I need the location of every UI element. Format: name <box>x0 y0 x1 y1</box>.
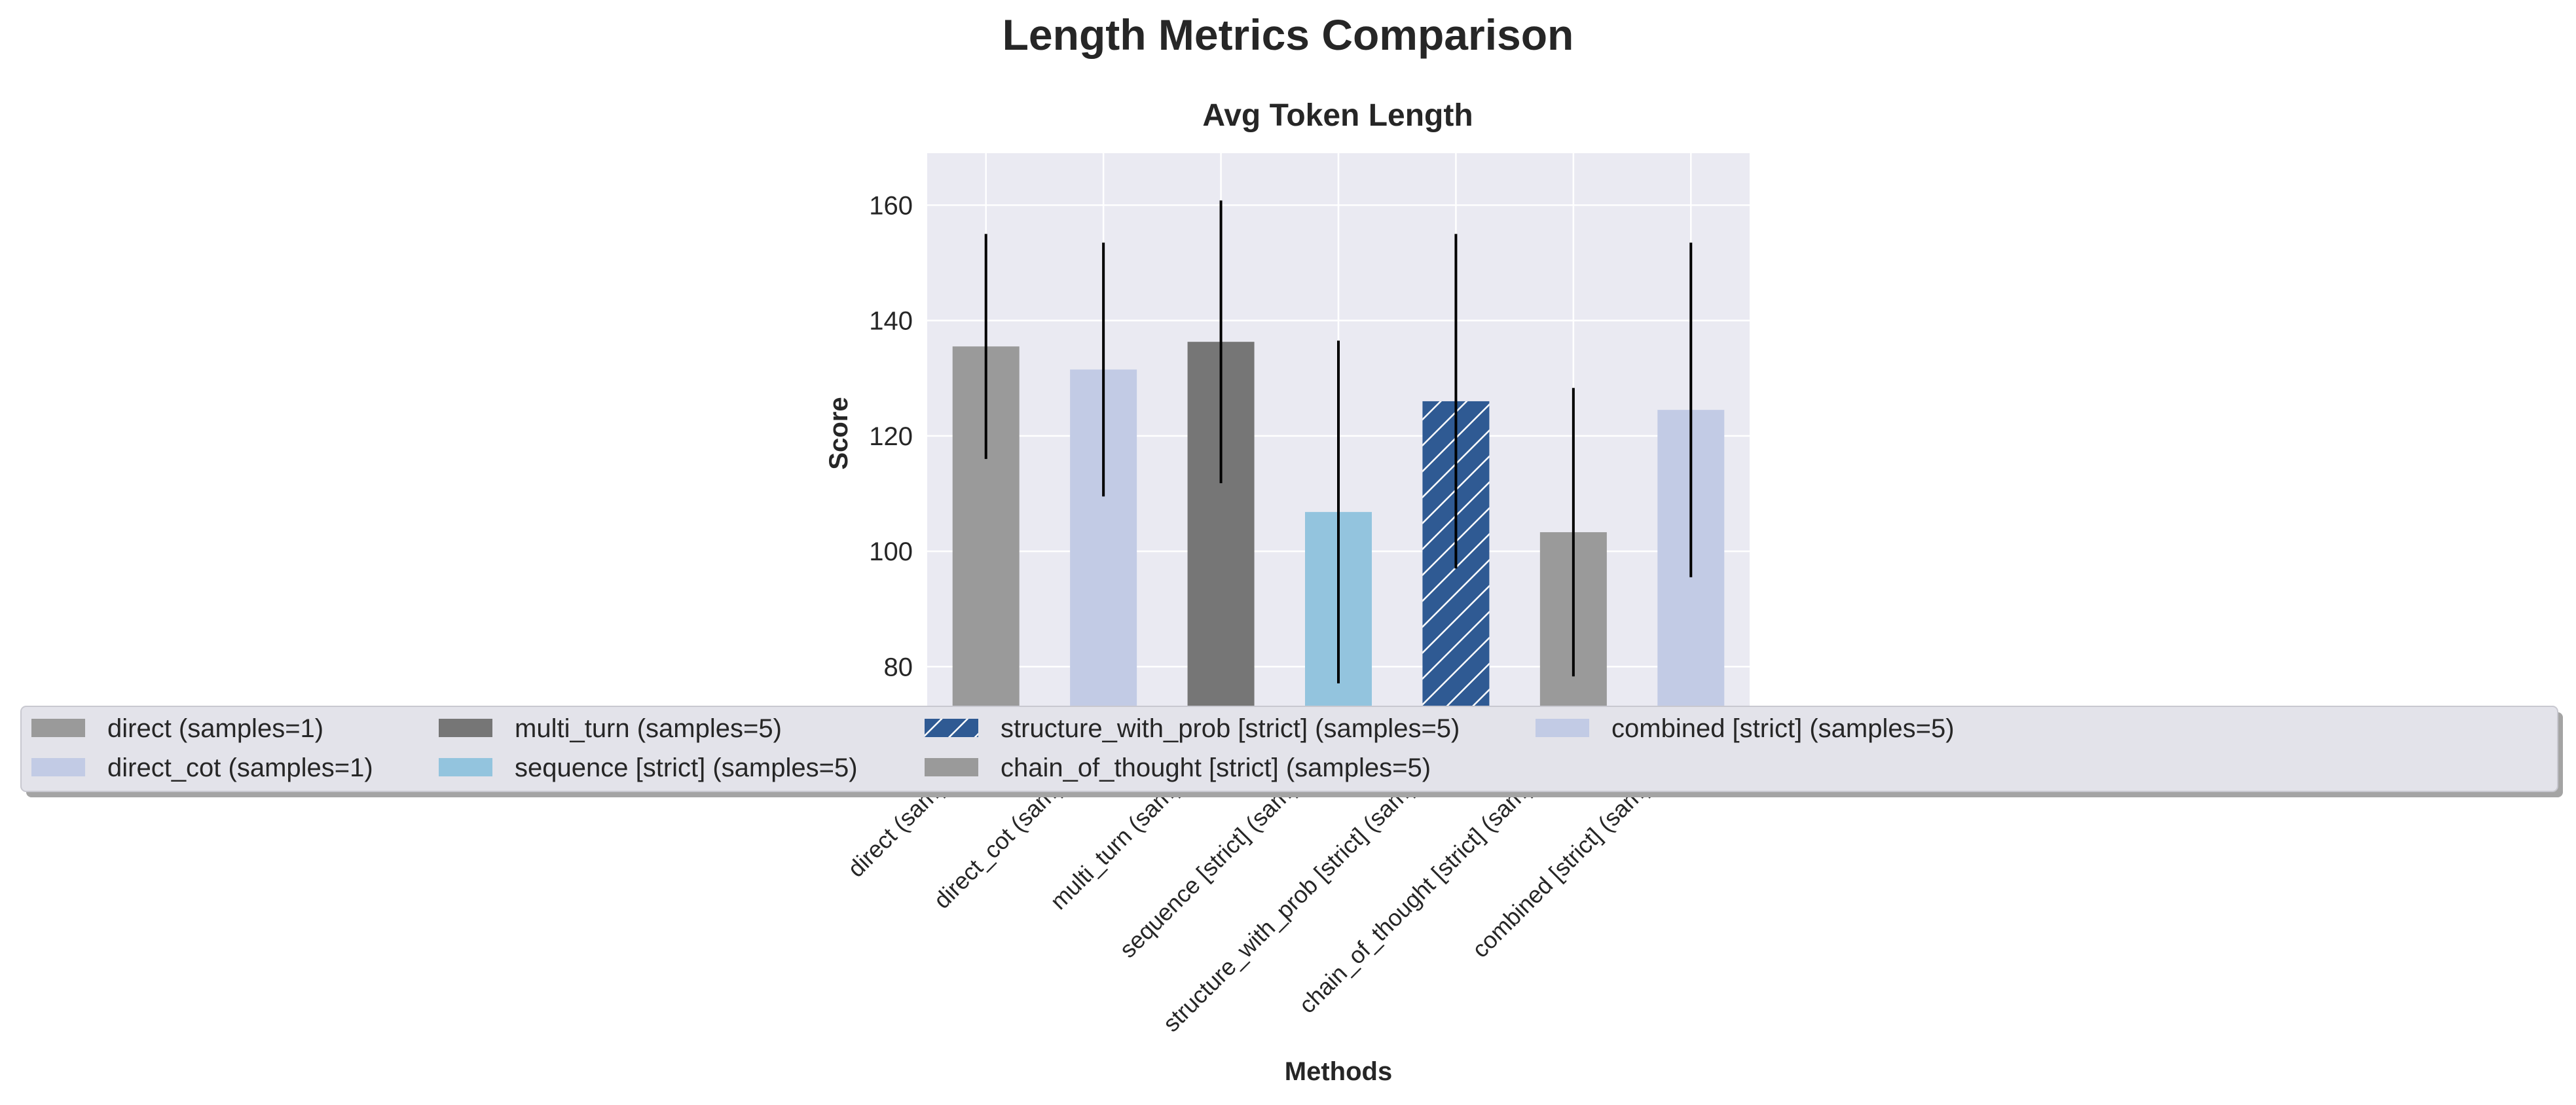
y-tick-label: 80 <box>884 653 913 681</box>
legend-swatch <box>1536 719 1589 737</box>
legend-label: chain_of_thought [strict] (samples=5) <box>1001 753 1431 782</box>
legend-label: structure_with_prob [strict] (samples=5) <box>1001 714 1460 743</box>
figure-title: Length Metrics Comparison <box>1003 10 1574 59</box>
legend-swatch <box>31 719 85 737</box>
y-axis-label: Score <box>824 397 853 469</box>
y-tick-labels: 80 100 120 140 160 <box>869 191 913 681</box>
legend-label: combined [strict] (samples=5) <box>1611 714 1955 743</box>
legend-swatch <box>439 719 492 737</box>
legend-item: sequence [strict] (samples=5) <box>439 753 858 782</box>
y-tick-label: 140 <box>869 307 913 336</box>
legend-box <box>20 706 2558 792</box>
legend-item: multi_turn (samples=5) <box>439 714 782 743</box>
legend-swatch <box>925 758 978 776</box>
legend-item: direct_cot (samples=1) <box>31 753 373 782</box>
legend: direct (samples=1) direct_cot (samples=1)… <box>20 706 2563 797</box>
y-tick-label: 100 <box>869 537 913 566</box>
y-tick-label: 160 <box>869 191 913 220</box>
chart-title: Avg Token Length <box>1202 98 1473 133</box>
legend-item: combined [strict] (samples=5) <box>1536 714 1955 743</box>
legend-item: structure_with_prob [strict] (samples=5) <box>925 714 1460 743</box>
legend-swatch <box>439 758 492 776</box>
legend-label: multi_turn (samples=5) <box>515 714 782 743</box>
legend-swatch-hatch <box>925 719 978 737</box>
legend-label: sequence [strict] (samples=5) <box>515 753 858 782</box>
y-tick-label: 120 <box>869 422 913 451</box>
legend-swatch <box>31 758 85 776</box>
legend-label: direct_cot (samples=1) <box>107 753 373 782</box>
legend-item: direct (samples=1) <box>31 714 323 743</box>
legend-label: direct (samples=1) <box>107 714 323 743</box>
x-axis-label: Methods <box>1285 1057 1392 1086</box>
legend-items: direct (samples=1) direct_cot (samples=1)… <box>31 714 1955 782</box>
legend-item: chain_of_thought [strict] (samples=5) <box>925 753 1431 782</box>
error-bars <box>984 200 1693 683</box>
bars <box>952 342 1725 707</box>
